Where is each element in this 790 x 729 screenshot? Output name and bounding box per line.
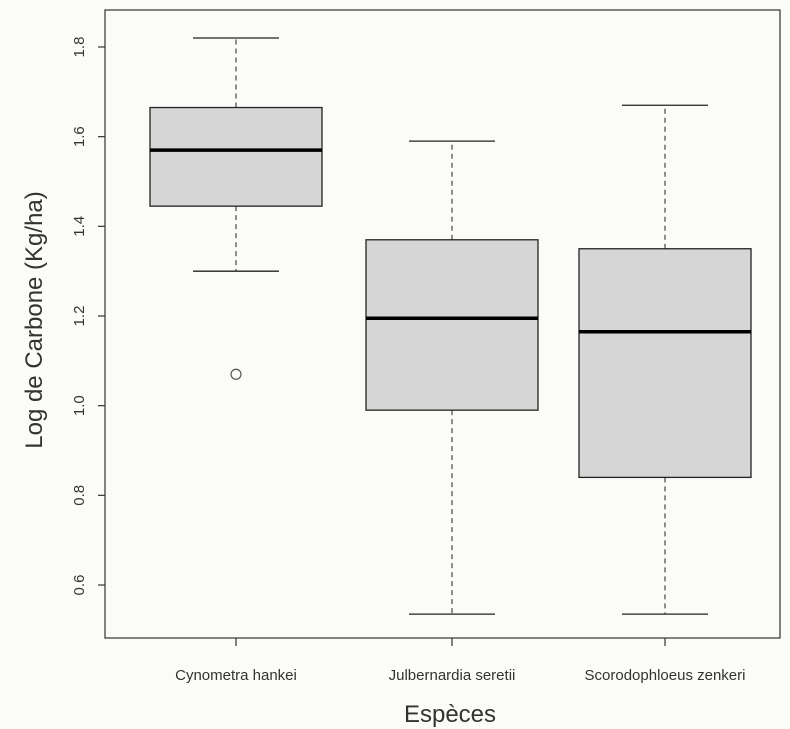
interquartile-box <box>149 106 323 207</box>
y-tick-label: 1.0 <box>71 395 88 416</box>
box-series <box>149 37 752 615</box>
box-3 <box>578 104 752 615</box>
interquartile-box <box>578 248 752 479</box>
plot-area-frame <box>104 9 781 639</box>
y-tick-label: 1.2 <box>71 306 88 327</box>
y-axis: 0.6 0.8 1.0 1.2 1.4 1.6 1.8 <box>71 37 105 596</box>
box-2 <box>365 140 539 615</box>
y-tick-label: 1.8 <box>71 37 88 58</box>
y-tick-label: 1.6 <box>71 126 88 147</box>
y-axis-label: Log de Carbone (Kg/ha) <box>21 191 48 449</box>
interquartile-box <box>365 239 539 411</box>
y-tick-label: 0.8 <box>71 485 88 506</box>
x-axis: Cynometra hankei Julbernardia seretii Scor… <box>175 638 745 684</box>
y-tick-label: 0.6 <box>71 575 88 596</box>
box-1 <box>149 37 323 380</box>
outlier-point <box>230 368 242 380</box>
x-tick-label: Cynometra hankei <box>175 667 297 684</box>
x-tick-label: Julbernardia seretii <box>389 667 516 684</box>
y-tick-label: 1.4 <box>71 216 88 237</box>
x-axis-label: Espèces <box>404 701 496 728</box>
x-tick-label: Scorodophloeus zenkeri <box>585 667 746 684</box>
